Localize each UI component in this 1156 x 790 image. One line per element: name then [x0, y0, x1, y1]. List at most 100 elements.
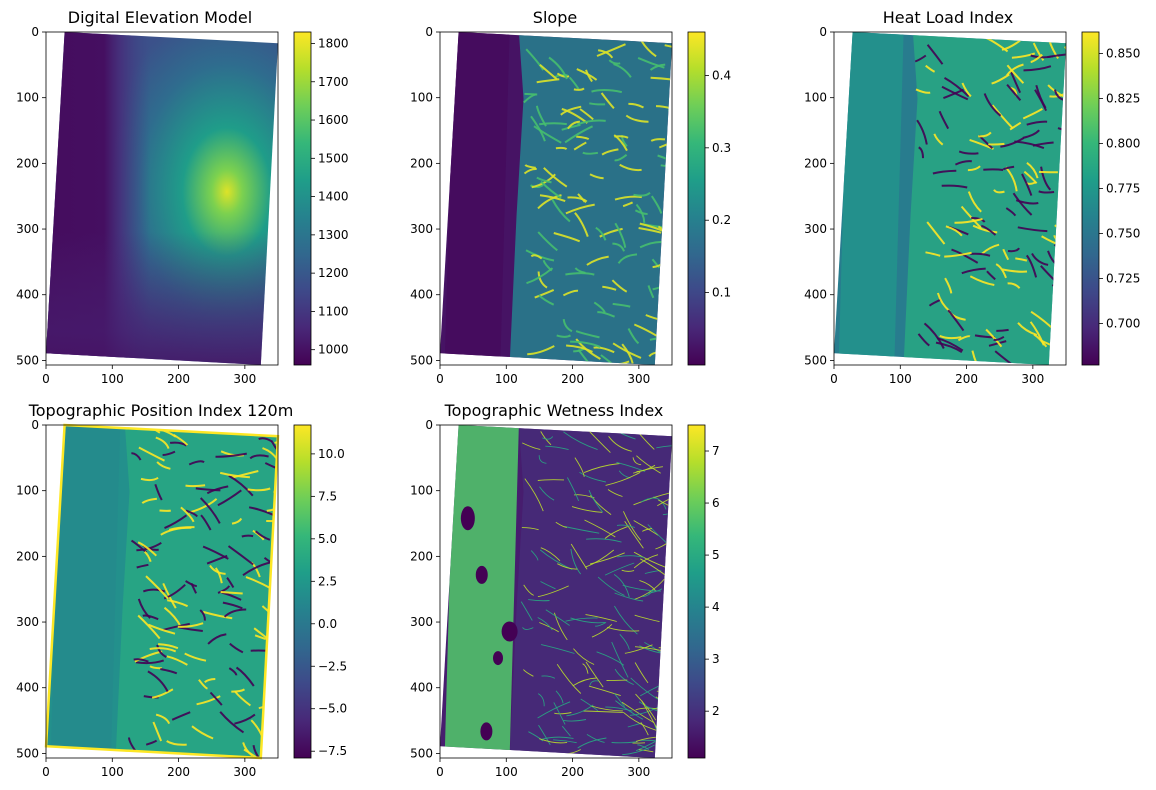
y-tick-label: 300 — [804, 222, 827, 236]
x-tick-label: 0 — [436, 765, 444, 779]
y-tick-label: 500 — [410, 353, 433, 367]
y-tick-label: 400 — [16, 681, 39, 695]
x-tick-label: 300 — [627, 372, 650, 386]
y-tick-label: 300 — [410, 615, 433, 629]
colorbar-tick-label: 0.800 — [1106, 137, 1140, 151]
y-tick-label: 500 — [804, 353, 827, 367]
axes-frame — [439, 424, 673, 759]
y-tick-label: 200 — [804, 156, 827, 170]
y-tick-label: 0 — [425, 25, 433, 39]
colorbar-tick-label: 1000 — [318, 343, 349, 357]
colorbar-tick-label: 3 — [712, 652, 720, 666]
x-tick-label: 0 — [42, 372, 50, 386]
y-tick-label: 100 — [16, 91, 39, 105]
y-tick-label: 100 — [16, 484, 39, 498]
colorbar-tick-label: 2 — [712, 704, 720, 718]
panel-slope: Slope 0 100 200 300 0 100 200 300 400 500 0.1 0.2 0.… — [410, 8, 731, 386]
x-tick-label: 200 — [955, 372, 978, 386]
colorbar-tick-label: 1700 — [318, 75, 349, 89]
panel-title: Digital Elevation Model — [68, 8, 252, 27]
colorbar-tick-label: 4 — [712, 600, 720, 614]
colorbar-tick-label: 1100 — [318, 304, 349, 318]
y-tick-label: 200 — [410, 156, 433, 170]
panel-title: Topographic Position Index 120m — [28, 401, 294, 420]
axes-frame — [833, 31, 1067, 366]
colorbar-tick-label: 1600 — [318, 113, 349, 127]
colorbar-tick-label: 0.0 — [318, 617, 337, 631]
colorbar — [293, 31, 312, 366]
colorbar-tick-label: 5.0 — [318, 532, 337, 546]
raster-image — [440, 425, 672, 758]
panel-title: Topographic Wetness Index — [444, 401, 664, 420]
y-tick-label: 100 — [410, 91, 433, 105]
panel-heat-load-index: Heat Load Index 0 100 200 300 0 100 200 300 400 5… — [804, 8, 1140, 386]
panel-topographic-wetness-index: Topographic Wetness Index 0 100 200 300 0 100… — [410, 401, 720, 779]
colorbar-tick-label: −2.5 — [318, 659, 347, 673]
y-tick-label: 500 — [410, 746, 433, 760]
colorbar-tick-label: 1800 — [318, 36, 349, 50]
y-tick-label: 400 — [410, 288, 433, 302]
raster-image — [46, 32, 278, 365]
panel-title: Slope — [533, 8, 577, 27]
axes-frame — [45, 424, 279, 759]
colorbar-tick-label: 7.5 — [318, 489, 337, 503]
y-tick-label: 100 — [804, 91, 827, 105]
y-tick-label: 200 — [16, 156, 39, 170]
y-tick-label: 500 — [16, 746, 39, 760]
x-tick-label: 0 — [436, 372, 444, 386]
y-tick-label: 200 — [410, 549, 433, 563]
y-tick-label: 0 — [819, 25, 827, 39]
axes-frame — [439, 31, 673, 366]
colorbar-tick-label: 1400 — [318, 190, 349, 204]
x-tick-label: 100 — [495, 765, 518, 779]
colorbar-tick-label: 10.0 — [318, 447, 345, 461]
x-tick-label: 200 — [167, 765, 190, 779]
colorbar-tick-label: −5.0 — [318, 702, 347, 716]
y-tick-label: 400 — [804, 288, 827, 302]
raster-image — [46, 425, 278, 758]
colorbar-tick-label: 0.2 — [712, 213, 731, 227]
y-tick-label: 100 — [410, 484, 433, 498]
colorbar-tick-label: 0.700 — [1106, 317, 1140, 331]
panel-topographic-position-index: Topographic Position Index 120m 0 100 200 3… — [16, 401, 347, 779]
raster-image — [834, 32, 1066, 365]
colorbar — [1081, 31, 1100, 366]
x-tick-label: 300 — [233, 765, 256, 779]
colorbar-tick-label: 0.4 — [712, 68, 731, 82]
colorbar-tick-label: 0.750 — [1106, 227, 1140, 241]
x-tick-label: 100 — [889, 372, 912, 386]
y-tick-label: 0 — [425, 418, 433, 432]
x-tick-label: 0 — [42, 765, 50, 779]
colorbar-tick-label: 1500 — [318, 151, 349, 165]
colorbar-tick-label: 2.5 — [318, 574, 337, 588]
y-tick-label: 300 — [16, 222, 39, 236]
y-tick-label: 0 — [31, 418, 39, 432]
colorbar-tick-label: 0.825 — [1106, 92, 1140, 106]
panel-digital-elevation-model: Digital Elevation Model 0 100 200 300 0 100 20… — [16, 8, 348, 386]
colorbar-tick-label: 5 — [712, 548, 720, 562]
x-tick-label: 300 — [1021, 372, 1044, 386]
y-tick-label: 400 — [16, 288, 39, 302]
colorbar-tick-label: 6 — [712, 496, 720, 510]
y-tick-label: 300 — [410, 222, 433, 236]
axes-frame — [45, 31, 279, 366]
colorbar-tick-label: 1300 — [318, 228, 349, 242]
x-tick-label: 300 — [627, 765, 650, 779]
y-tick-label: 300 — [16, 615, 39, 629]
panel-title: Heat Load Index — [883, 8, 1014, 27]
y-tick-label: 500 — [16, 353, 39, 367]
colorbar-tick-label: 0.775 — [1106, 182, 1140, 196]
colorbar — [687, 424, 706, 759]
colorbar — [687, 31, 706, 366]
colorbar-tick-label: −7.5 — [318, 744, 347, 758]
x-tick-label: 200 — [561, 765, 584, 779]
x-tick-label: 200 — [561, 372, 584, 386]
colorbar-tick-label: 7 — [712, 444, 720, 458]
y-tick-label: 200 — [16, 549, 39, 563]
colorbar-tick-label: 0.1 — [712, 286, 731, 300]
x-tick-label: 100 — [101, 765, 124, 779]
x-tick-label: 100 — [101, 372, 124, 386]
raster-image — [440, 32, 672, 365]
y-tick-label: 400 — [410, 681, 433, 695]
